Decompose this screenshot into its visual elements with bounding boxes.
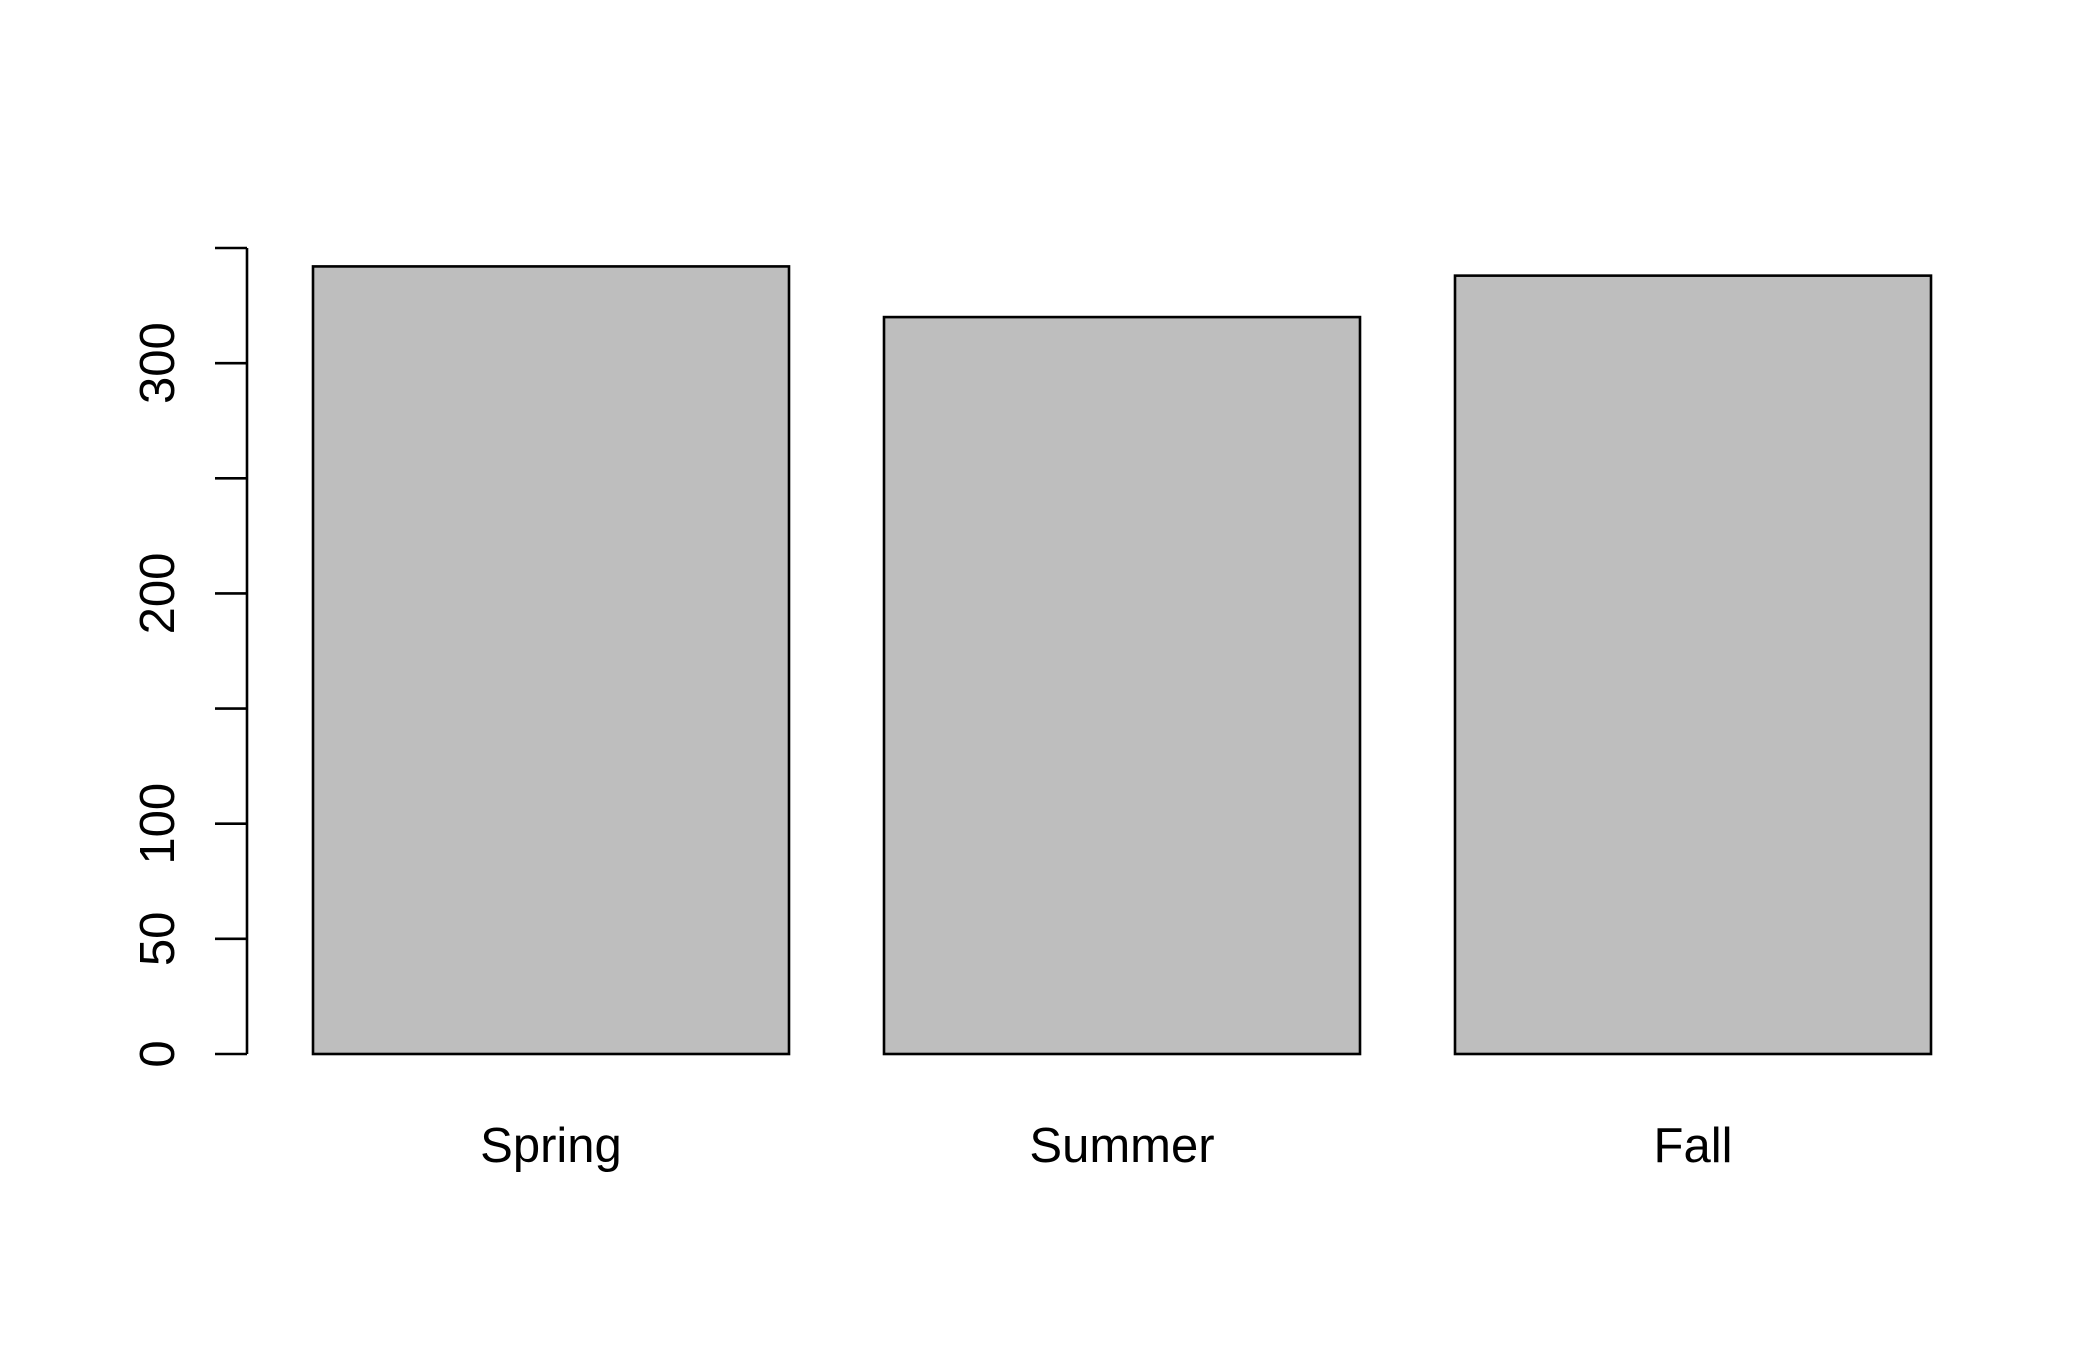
y-tick-label-50: 50 — [131, 912, 185, 967]
y-tick-label-200: 200 — [131, 553, 185, 635]
x-tick-label-fall: Fall — [1654, 1119, 1733, 1173]
bars-layer — [311, 265, 1933, 1056]
y-tick-label-100: 100 — [131, 783, 185, 865]
x-tick-label-summer: Summer — [1029, 1119, 1214, 1173]
y-tick-label-300: 300 — [131, 322, 185, 404]
x-axis-labels: Spring Summer Fall — [480, 1119, 1732, 1173]
y-tick-label-0: 0 — [131, 1040, 185, 1067]
y-axis: 0 50 100 200 300 — [131, 246, 249, 1068]
bar-fall — [1453, 274, 1933, 1056]
bar-summer — [882, 315, 1362, 1056]
bar-spring — [311, 265, 791, 1056]
x-tick-label-spring: Spring — [480, 1119, 622, 1173]
